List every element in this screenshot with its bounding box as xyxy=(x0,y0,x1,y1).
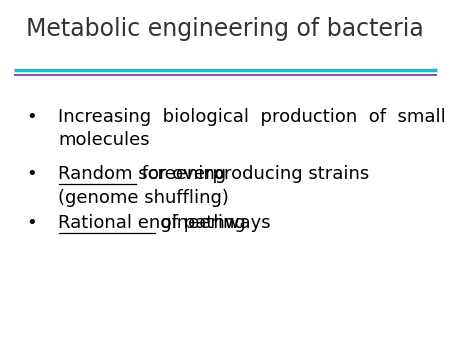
Text: of pathways: of pathways xyxy=(155,214,271,232)
Text: •: • xyxy=(26,214,37,232)
Text: molecules: molecules xyxy=(58,131,150,149)
Text: for overproducing strains: for overproducing strains xyxy=(136,165,369,183)
Text: (genome shuffling): (genome shuffling) xyxy=(58,189,230,207)
Text: Rational engineering: Rational engineering xyxy=(58,214,246,232)
Text: Increasing  biological  production  of  small: Increasing biological production of smal… xyxy=(58,107,446,126)
Text: •: • xyxy=(26,165,37,183)
Text: Metabolic engineering of bacteria: Metabolic engineering of bacteria xyxy=(26,17,424,41)
Text: •: • xyxy=(26,107,37,126)
Text: Random screening: Random screening xyxy=(58,165,227,183)
